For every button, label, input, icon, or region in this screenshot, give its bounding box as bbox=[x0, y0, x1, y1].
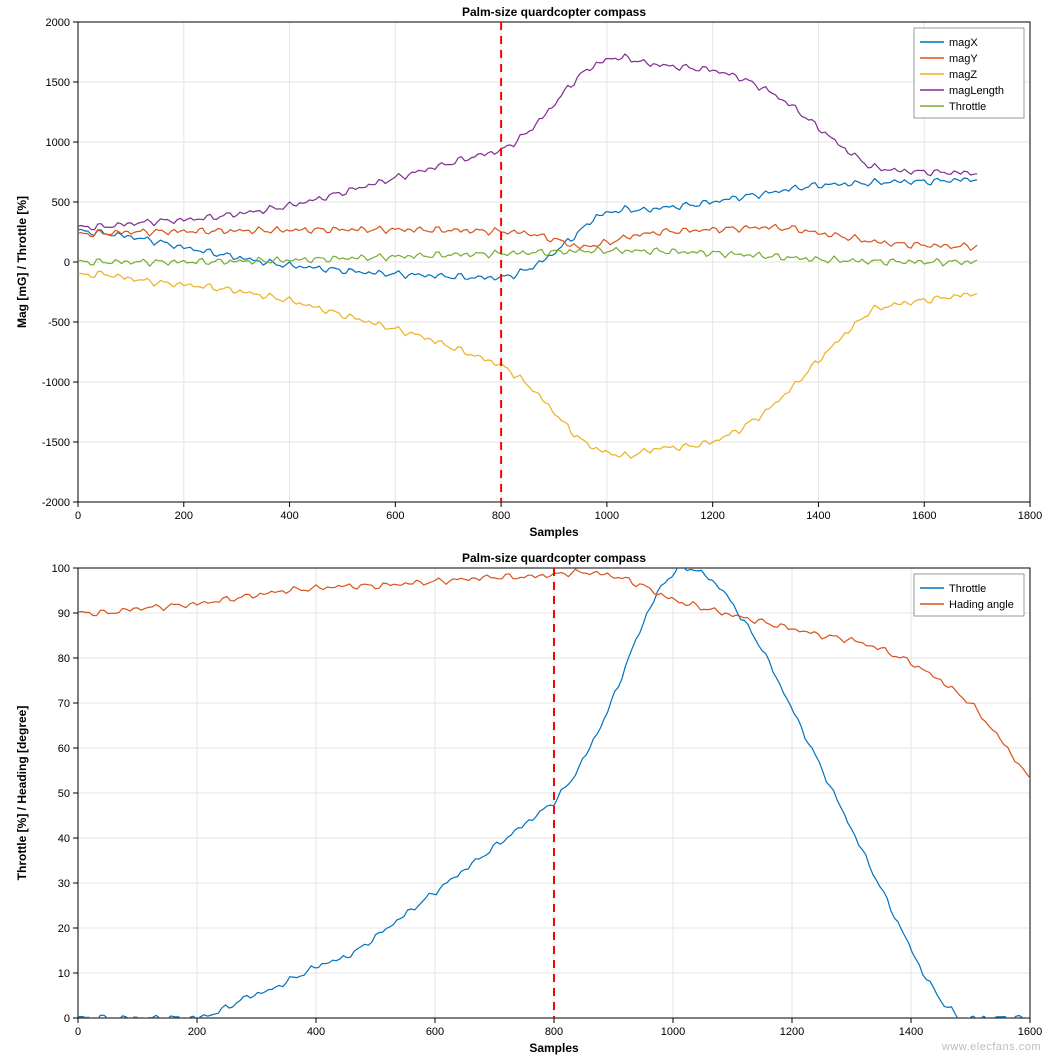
top-chart-xtick: 200 bbox=[175, 510, 193, 522]
bottom-chart-legend-item: Throttle bbox=[949, 583, 986, 595]
bottom-chart-xtick: 200 bbox=[188, 1026, 206, 1038]
bottom-chart-xtick: 400 bbox=[307, 1026, 325, 1038]
figure: 020040060080010001200140016001800-2000-1… bbox=[0, 0, 1047, 1057]
top-chart-ytick: -500 bbox=[48, 317, 70, 329]
bottom-chart-xtick: 0 bbox=[75, 1026, 81, 1038]
figure-svg: 020040060080010001200140016001800-2000-1… bbox=[0, 0, 1047, 1057]
bottom-chart-xtick: 1600 bbox=[1018, 1026, 1042, 1038]
top-chart-ytick: -2000 bbox=[42, 497, 70, 509]
bottom-chart-xtick: 800 bbox=[545, 1026, 563, 1038]
bottom-chart-ytick: 50 bbox=[58, 788, 70, 800]
top-chart-ylabel: Mag [mG] / Throttle [%] bbox=[15, 196, 29, 328]
top-chart-ytick: 1500 bbox=[46, 77, 70, 89]
top-chart-xtick: 1000 bbox=[595, 510, 619, 522]
bottom-chart-ytick: 60 bbox=[58, 743, 70, 755]
bottom-chart-xtick: 1400 bbox=[899, 1026, 923, 1038]
bottom-chart-ytick: 0 bbox=[64, 1013, 70, 1025]
top-chart-ytick: 1000 bbox=[46, 137, 70, 149]
bottom-chart-ytick: 10 bbox=[58, 968, 70, 980]
bottom-chart-xlabel: Samples bbox=[529, 1041, 579, 1055]
top-chart-legend-item: magX bbox=[949, 37, 978, 49]
top-chart-xtick: 0 bbox=[75, 510, 81, 522]
top-chart-xtick: 1200 bbox=[700, 510, 724, 522]
bottom-chart-ytick: 90 bbox=[58, 608, 70, 620]
bottom-chart: 0 200 400 600 800 1000 1200 1400 1600 0 10 20 30 40 50… bbox=[15, 551, 1047, 1055]
top-chart-ytick: -1500 bbox=[42, 437, 70, 449]
bottom-chart-legend: Throttle Hading angle bbox=[914, 574, 1024, 616]
top-chart-ytick: 2000 bbox=[46, 17, 70, 29]
top-chart-xtick: 1400 bbox=[806, 510, 830, 522]
bottom-chart-xtick: 600 bbox=[426, 1026, 444, 1038]
top-chart-legend: magX magY magZ magLength Throttle bbox=[914, 28, 1024, 118]
top-chart-xtick: 1600 bbox=[912, 510, 936, 522]
top-chart-legend-item: magLength bbox=[949, 85, 1004, 97]
top-chart-xtick: 1800 bbox=[1018, 510, 1042, 522]
top-chart-legend-item: Throttle bbox=[949, 101, 986, 113]
top-chart-legend-item: magY bbox=[949, 53, 978, 65]
bottom-chart-xtick: 1000 bbox=[661, 1026, 685, 1038]
bottom-chart-ytick: 80 bbox=[58, 653, 70, 665]
top-chart-legend-item: magZ bbox=[949, 69, 977, 81]
top-chart-xtick: 800 bbox=[492, 510, 510, 522]
top-chart-xtick: 400 bbox=[280, 510, 298, 522]
bottom-chart-ylabel: Throttle [%] / Heading [degree] bbox=[15, 706, 29, 881]
bottom-chart-title: Palm-size quardcopter compass bbox=[462, 551, 646, 565]
bottom-chart-ytick: 30 bbox=[58, 878, 70, 890]
bottom-chart-xtick: 1200 bbox=[780, 1026, 804, 1038]
bottom-chart-ytick: 40 bbox=[58, 833, 70, 845]
top-chart-xtick: 600 bbox=[386, 510, 404, 522]
bottom-chart-ytick: 70 bbox=[58, 698, 70, 710]
top-chart: 0 200 400 600 800 1000 1200 1400 1600 1800 -2000 -1… bbox=[15, 5, 1042, 539]
bottom-chart-legend-item: Hading angle bbox=[949, 599, 1014, 611]
top-chart-ytick: 0 bbox=[64, 257, 70, 269]
top-chart-xlabel: Samples bbox=[529, 525, 579, 539]
top-chart-ytick: -1000 bbox=[42, 377, 70, 389]
bottom-chart-ytick: 20 bbox=[58, 923, 70, 935]
top-chart-ytick: 500 bbox=[52, 197, 70, 209]
top-chart-title: Palm-size quardcopter compass bbox=[462, 5, 646, 19]
bottom-chart-ytick: 100 bbox=[52, 563, 70, 575]
